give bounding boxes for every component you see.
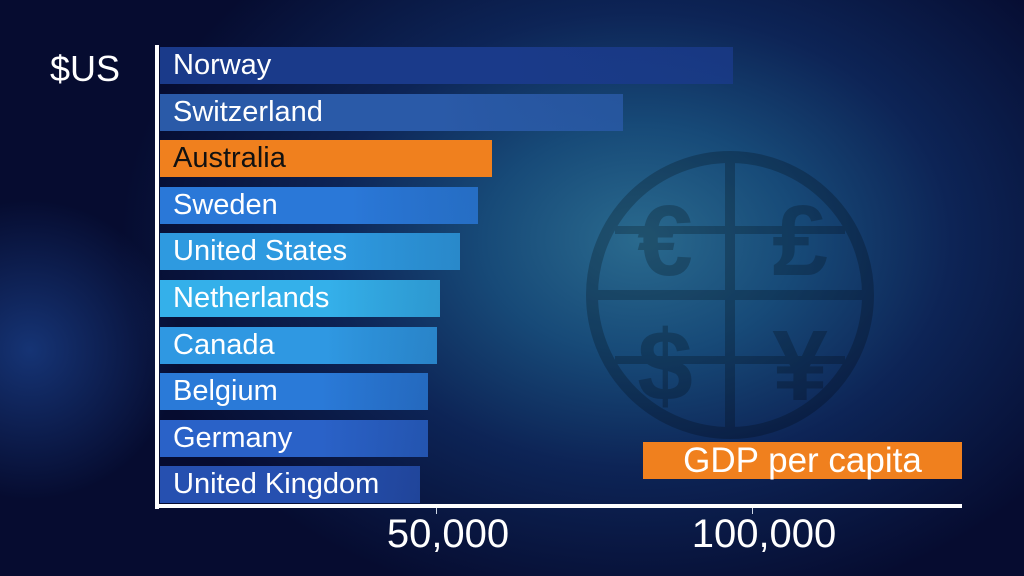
y-axis-unit-label: $US xyxy=(50,48,121,89)
bar-label: Switzerland xyxy=(173,95,323,128)
bar-label: Sweden xyxy=(173,188,278,221)
bar-label: United States xyxy=(173,235,348,268)
x-axis-line xyxy=(155,504,962,508)
dollar-icon: $ xyxy=(637,310,693,422)
bar-label: Canada xyxy=(173,328,275,361)
bar-label: Germany xyxy=(173,421,293,454)
yen-icon: ¥ xyxy=(772,310,828,422)
pound-icon: £ xyxy=(772,185,828,297)
bar-australia: Australia xyxy=(160,140,493,178)
bar-label: Australia xyxy=(173,142,286,175)
y-axis-line xyxy=(155,45,159,509)
bar-label: Belgium xyxy=(173,375,278,408)
bar-norway: Norway xyxy=(160,47,734,84)
legend-gdp-per-capita: GDP per capita xyxy=(643,442,962,479)
currency-globe-icon: € £ $ ¥ xyxy=(586,151,874,439)
bar-germany: Germany xyxy=(160,419,428,457)
bar-sweden: Sweden xyxy=(160,186,478,224)
bar-switzerland: Switzerland xyxy=(160,93,624,131)
bar-united-states: United States xyxy=(160,233,461,271)
x-tick-mark xyxy=(752,508,753,514)
bar-united-kingdom: United Kingdom xyxy=(160,466,421,504)
euro-icon: € xyxy=(637,185,693,297)
bar-netherlands: Netherlands xyxy=(160,280,440,317)
bar-label: United Kingdom xyxy=(173,468,380,501)
bar-label: Netherlands xyxy=(173,282,330,314)
bar-canada: Canada xyxy=(160,326,438,364)
bar-belgium: Belgium xyxy=(160,373,428,411)
x-tick-label: 50,000 xyxy=(386,512,510,556)
x-tick-label: 100,000 xyxy=(691,512,837,556)
x-tick-mark xyxy=(436,508,437,514)
bar-label: Norway xyxy=(173,49,272,81)
